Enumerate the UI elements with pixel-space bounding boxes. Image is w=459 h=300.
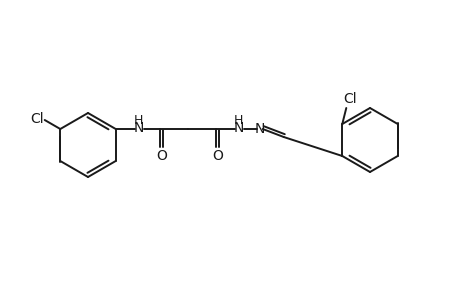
Text: H: H — [134, 113, 143, 127]
Text: Cl: Cl — [30, 112, 44, 126]
Text: N: N — [133, 121, 144, 135]
Text: H: H — [234, 113, 243, 127]
Text: N: N — [233, 121, 243, 135]
Text: O: O — [156, 149, 166, 163]
Text: O: O — [211, 149, 222, 163]
Text: N: N — [254, 122, 264, 136]
Text: Cl: Cl — [343, 92, 356, 106]
